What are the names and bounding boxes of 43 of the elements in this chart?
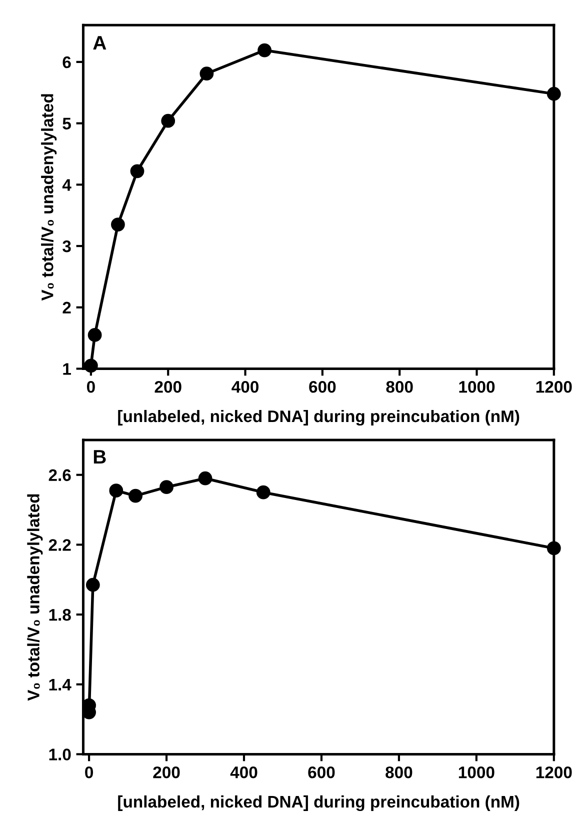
y-tick-label: 3	[62, 240, 71, 252]
point	[86, 578, 100, 592]
point	[130, 164, 144, 178]
point	[258, 43, 272, 58]
y-tick-label: 1.0	[49, 748, 71, 760]
y-tick-label: 2	[62, 302, 71, 314]
x-tick-label: 0	[85, 766, 93, 778]
x-tick-label: 800	[386, 380, 413, 393]
x-axis-title: [unlabeled, nicked DNA] during preincubation (nM)	[118, 795, 520, 812]
x-tick-label: 1200	[536, 766, 572, 778]
x-tick-label: 400	[230, 766, 258, 778]
x-tick-label: 200	[154, 380, 182, 393]
y-tick-label: 1.8	[49, 608, 71, 621]
x-tick-label: 1200	[536, 380, 572, 393]
point	[161, 114, 176, 128]
point	[109, 484, 124, 498]
x-tick-label: 0	[86, 380, 95, 393]
y-tick-label: 4	[62, 179, 72, 191]
x-tick-label: 400	[232, 380, 258, 393]
point	[160, 480, 174, 494]
x-tick-label: 1000	[458, 766, 494, 778]
point	[256, 485, 270, 500]
x-axis-title: [unlabeled, nicked DNA] during preincubation (nM)	[118, 410, 520, 426]
x-tick-label: 600	[309, 380, 336, 393]
y-tick-label: 5	[62, 118, 71, 130]
y-tick-label: 1.4	[49, 678, 72, 690]
chart-title: A	[93, 36, 106, 50]
y-tick-label: 1	[63, 363, 71, 375]
point	[198, 471, 212, 486]
point	[88, 328, 102, 342]
x-tick-label: 1000	[459, 380, 495, 393]
x-tick-label: 200	[153, 766, 180, 778]
y-tick-label: 6	[62, 56, 71, 68]
y-tick-label: 2.6	[48, 469, 71, 482]
y-axis-title: V₀ total/V₀ unadenylylated	[27, 494, 43, 701]
x-tick-label: 800	[386, 766, 412, 778]
x-tick-label: 600	[308, 766, 335, 778]
y-tick-label: 2.2	[48, 539, 71, 551]
point	[200, 66, 214, 81]
point	[128, 488, 142, 503]
point	[111, 218, 125, 232]
y-axis-title: V₀ total/V₀ unadenylylated	[41, 94, 57, 301]
chart-title: B	[94, 450, 106, 464]
